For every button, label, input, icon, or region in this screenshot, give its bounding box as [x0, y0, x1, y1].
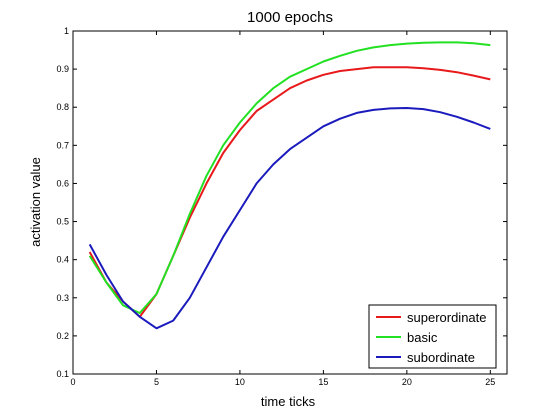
chart-title: 1000 epochs: [247, 9, 333, 26]
y-tick-label: 0.4: [56, 255, 69, 265]
x-tick-label: 20: [402, 377, 412, 387]
y-tick-label: 0.7: [56, 140, 69, 150]
x-tick-label: 5: [154, 377, 159, 387]
series-line-basic: [88, 41, 491, 314]
x-tick-label: 15: [318, 377, 328, 387]
y-tick-label: 0.6: [56, 178, 69, 188]
legend-label-basic: basic: [407, 330, 438, 345]
legend-label-superordinate: superordinate: [407, 310, 487, 325]
x-axis-label: time ticks: [261, 394, 316, 409]
y-tick-label: 0.3: [56, 293, 69, 303]
series-line-subordinate: [88, 107, 491, 330]
legend: superordinate basic subordinate: [368, 304, 497, 369]
legend-label-subordinate: subordinate: [407, 350, 475, 365]
series-lines: [88, 41, 491, 330]
x-tick-label: 25: [485, 377, 495, 387]
y-axis-label: activation value: [28, 157, 43, 247]
y-tick-label: 1: [64, 26, 69, 36]
y-tick-label: 0.2: [56, 331, 69, 341]
y-tick-label: 0.8: [56, 102, 69, 112]
x-tick-label: 0: [70, 377, 75, 387]
y-tick-label: 0.1: [56, 369, 69, 379]
axis-ticks: 0 5 10 15 20 25 0.1 0.2 0.3 0.4 0.5 0.6 0.7 0.8 0.9 1: [56, 26, 507, 387]
y-tick-label: 0.5: [56, 217, 69, 227]
y-tick-label: 0.9: [56, 64, 69, 74]
x-tick-label: 10: [235, 377, 245, 387]
